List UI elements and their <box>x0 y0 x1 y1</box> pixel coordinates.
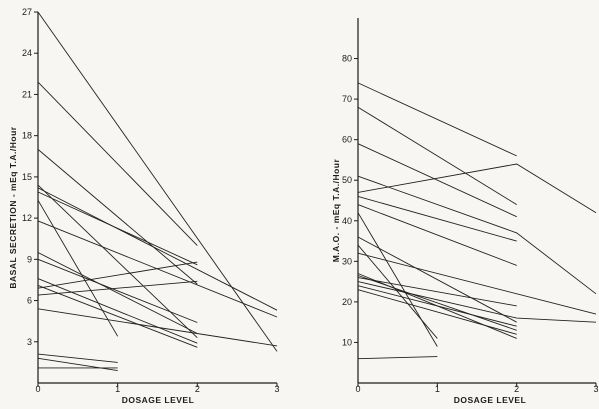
x-tick-label: 1 <box>435 384 440 394</box>
series-line <box>357 82 517 157</box>
x-tick-label: 2 <box>195 384 200 394</box>
x-tick-label: 0 <box>355 384 360 394</box>
y-tick-label: 24 <box>22 48 32 58</box>
series-line <box>357 163 597 214</box>
series-line <box>37 191 198 266</box>
series-line <box>37 353 118 363</box>
series-line <box>37 184 198 339</box>
series-line <box>357 212 438 347</box>
x-tick-label: 3 <box>274 384 279 394</box>
series-line <box>357 236 517 323</box>
series-line <box>37 284 198 348</box>
series-line <box>357 252 597 315</box>
y-tick-label: 12 <box>22 213 32 223</box>
series-line <box>37 278 198 344</box>
y-tick-label: 60 <box>342 135 352 145</box>
series-line <box>357 244 438 339</box>
y-axis-title: M.A.O. - mEq T.A./Hour <box>331 159 341 263</box>
x-axis-title: DOSAGE LEVEL <box>122 395 195 405</box>
series-line <box>357 285 517 327</box>
y-tick-label: 6 <box>27 296 32 306</box>
x-axis-title: DOSAGE LEVEL <box>454 395 527 405</box>
y-tick-label: 50 <box>342 175 352 185</box>
y-tick-label: 80 <box>342 54 352 64</box>
series-line <box>357 143 517 218</box>
x-tick-label: 0 <box>35 384 40 394</box>
y-tick-label: 20 <box>342 297 352 307</box>
y-tick-label: 21 <box>22 89 32 99</box>
series-line <box>37 261 198 289</box>
series-line <box>357 106 517 205</box>
series-line <box>37 258 198 323</box>
y-tick-label: 40 <box>342 216 352 226</box>
series-line <box>357 204 517 266</box>
x-tick-label: 1 <box>115 384 120 394</box>
y-tick-label: 10 <box>342 337 352 347</box>
y-tick-label: 3 <box>27 337 32 347</box>
x-tick-label: 3 <box>593 384 598 394</box>
series-line <box>37 187 278 311</box>
y-tick-label: 70 <box>342 94 352 104</box>
y-tick-label: 9 <box>27 254 32 264</box>
series-line <box>37 357 118 372</box>
series-line <box>357 356 438 360</box>
series-line <box>37 11 278 352</box>
series-line <box>37 280 198 296</box>
series-line <box>37 308 278 347</box>
mao-panel: 10 20 30 40 50 60 70 80 0 1 2 3 DOSAGE LEVEL M.A.O. -… <box>331 18 599 405</box>
series-line <box>357 277 517 307</box>
y-tick-label: 15 <box>22 172 32 182</box>
y-tick-label: 18 <box>22 131 32 141</box>
series-line <box>37 199 119 337</box>
series-line <box>357 175 597 295</box>
x-tick-label: 2 <box>514 384 519 394</box>
series-line <box>357 289 517 335</box>
series-line <box>37 81 198 246</box>
y-axis-title: BASAL SECRETION - mEq T.A./Hour <box>8 126 18 288</box>
series-line <box>357 195 517 242</box>
y-tick-label: 27 <box>22 7 32 17</box>
series-line <box>357 275 517 331</box>
y-tick-label: 30 <box>342 256 352 266</box>
series-line <box>37 252 198 334</box>
series-line <box>357 281 597 323</box>
series-line <box>37 149 198 285</box>
